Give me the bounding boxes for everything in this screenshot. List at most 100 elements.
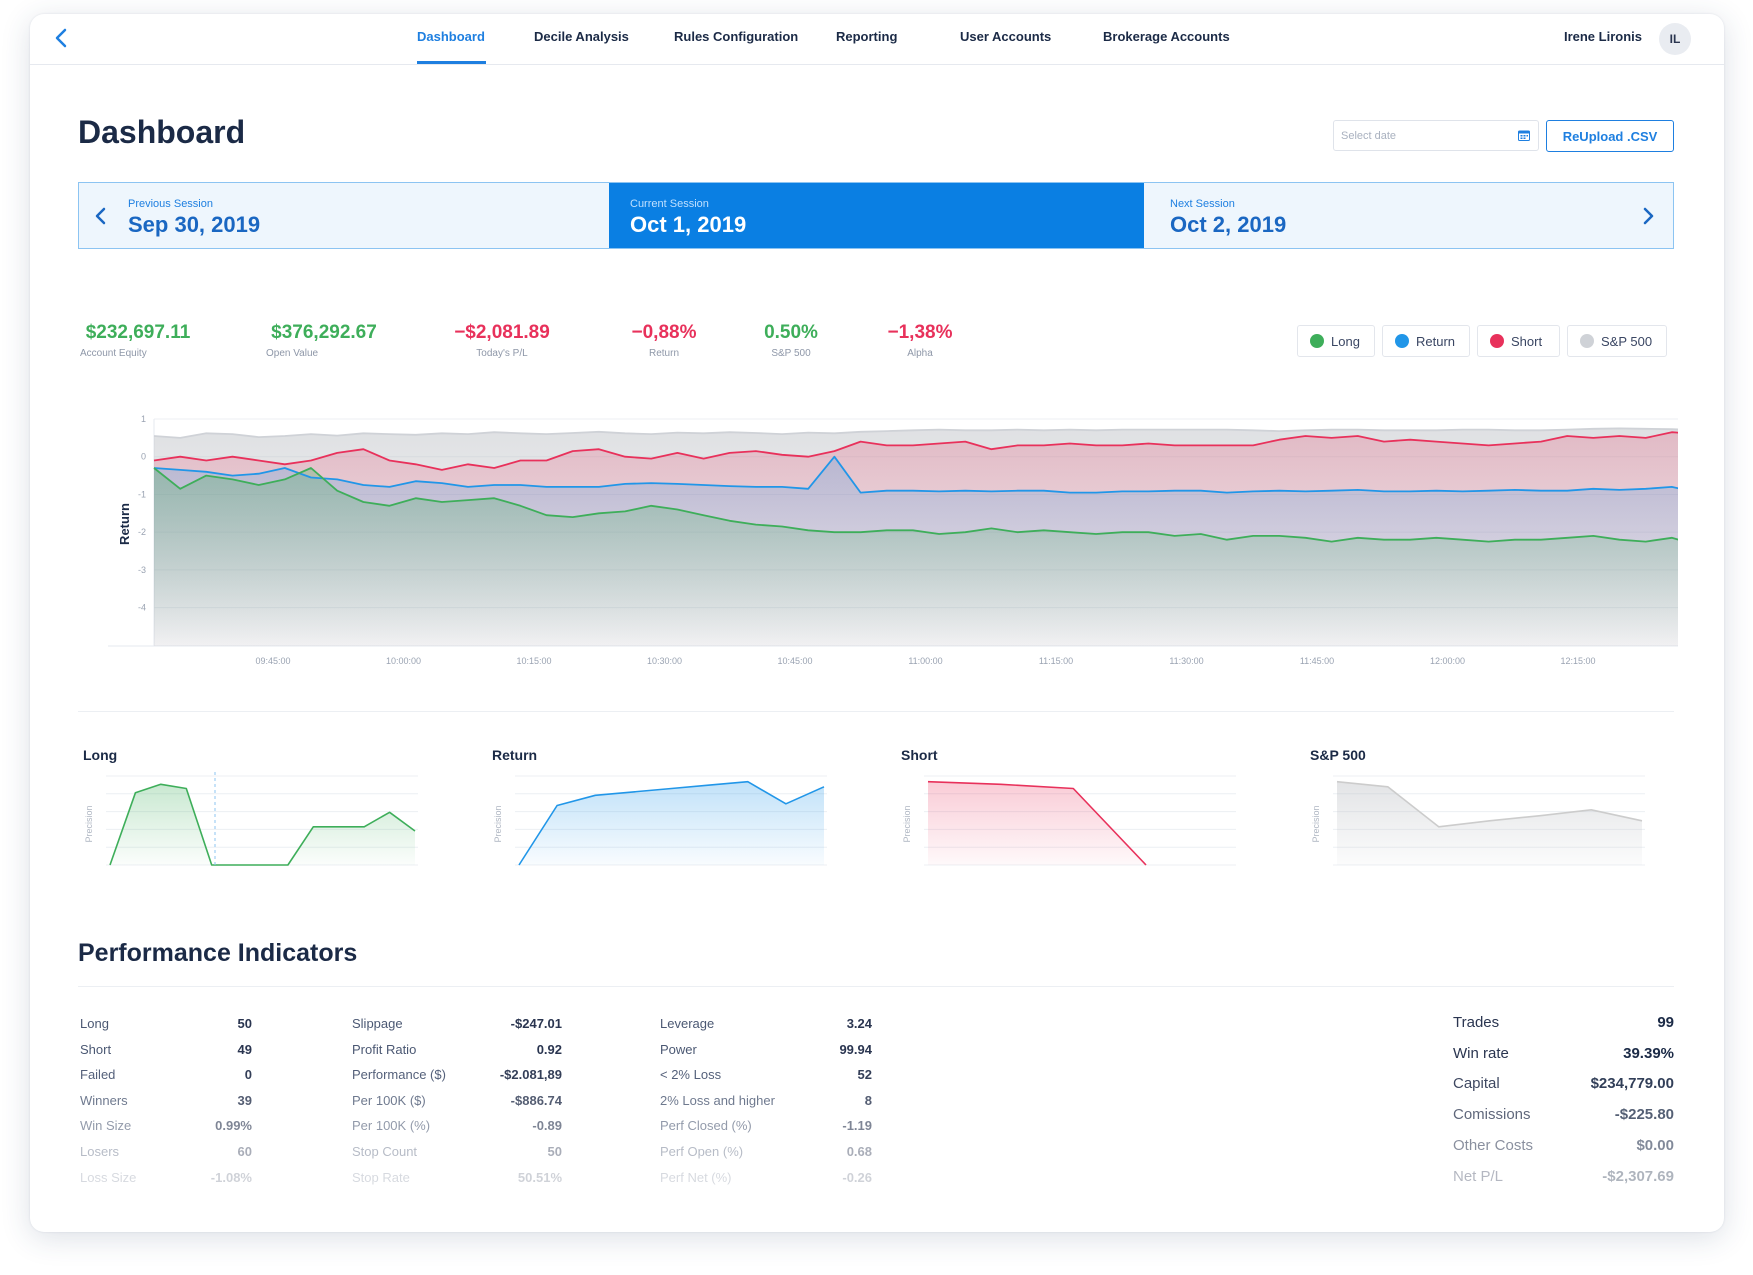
- stat-value: $376,292.67: [271, 322, 377, 343]
- stat-open-value: $376,292.67 Open Value: [264, 322, 384, 359]
- y-tick-label: -4: [138, 603, 146, 613]
- summary-row-capital: Capital $234,779.00: [1453, 1075, 1674, 1099]
- indicator-row-per-100k: Per 100K (%) -0.89: [352, 1118, 562, 1138]
- indicator-label: < 2% Loss: [660, 1067, 722, 1083]
- indicator-value: 0.99%: [215, 1118, 252, 1134]
- summary-value: 39.39%: [1623, 1044, 1674, 1062]
- stat-value: −1,38%: [887, 322, 953, 343]
- indicator-value: 50: [237, 1016, 252, 1031]
- indicator-value: 60: [237, 1144, 252, 1159]
- long-area: [110, 784, 415, 865]
- nav-tab-reporting[interactable]: Reporting: [836, 29, 898, 44]
- indicator-value: 50.51%: [517, 1169, 562, 1185]
- indicator-label: Short: [80, 1041, 112, 1057]
- summary-label: Trades: [1453, 1014, 1500, 1031]
- active-tab-indicator: [417, 61, 486, 64]
- short-area: [928, 781, 1146, 865]
- x-tick-label: 11:30:00: [1169, 656, 1203, 666]
- indicator-label: Win Size: [80, 1118, 132, 1134]
- indicator-label: Per 100K (%): [352, 1118, 431, 1134]
- chevron-right-icon[interactable]: [1638, 205, 1658, 227]
- indicator-label: Performance ($): [352, 1067, 446, 1083]
- previous-session-label: Previous Session: [128, 198, 213, 210]
- indicator-row-perf-closed: Perf Closed (%) -1.19: [660, 1118, 872, 1138]
- date-placeholder: Select date: [1341, 130, 1397, 142]
- nav-tab-rules-configuration[interactable]: Rules Configuration: [674, 29, 799, 44]
- indicator-value: -$886.74: [510, 1092, 562, 1108]
- indicator-row-losers: Losers 60: [80, 1144, 252, 1164]
- legend-label: Return: [1416, 333, 1456, 349]
- summary-value: -$2,307.69: [1602, 1167, 1674, 1185]
- return-series-line: [518, 780, 825, 866]
- long-series-line: [109, 783, 416, 866]
- indicator-value: 0.92: [536, 1041, 562, 1057]
- stat-label: Open Value: [266, 348, 319, 359]
- indicator-label: Slippage: [352, 1016, 403, 1031]
- legend-toggle-short[interactable]: Short: [1477, 325, 1560, 357]
- x-tick-label: 10:00:00: [386, 656, 421, 666]
- indicator-label: Per 100K ($): [352, 1092, 426, 1108]
- y-tick-label: -3: [138, 565, 146, 575]
- indicator-value: 8: [864, 1092, 872, 1108]
- indicator-label: Perf Closed (%): [660, 1118, 752, 1134]
- previous-session[interactable]: Previous Session Sep 30, 2019: [79, 183, 609, 248]
- stat-label: S&P 500: [771, 348, 811, 359]
- y-axis-label: Return: [117, 503, 132, 545]
- sp500-precision-chart: Precision: [1311, 775, 1645, 866]
- user-name[interactable]: Irene Lironis: [1563, 29, 1642, 44]
- summary-row-other-costs: Other Costs $0.00: [1453, 1137, 1674, 1161]
- short-dot-icon: [1490, 334, 1504, 348]
- sp-500-series-line: [153, 427, 1678, 439]
- indicator-row-perf-open: Perf Open (%) 0.68: [660, 1144, 872, 1164]
- summary-row-win-rate: Win rate 39.39%: [1453, 1045, 1674, 1069]
- indicator-label: Profit Ratio: [352, 1041, 417, 1057]
- indicator-value: 0: [244, 1067, 252, 1083]
- avatar[interactable]: IL: [1659, 23, 1691, 55]
- indicator-row-perf-net: Perf Net (%) -0.26: [660, 1170, 872, 1190]
- indicator-row-winners: Winners 39: [80, 1093, 252, 1113]
- x-tick-label: 10:45:00: [777, 656, 812, 666]
- nav-tab-brokerage-accounts[interactable]: Brokerage Accounts: [1103, 29, 1230, 44]
- y-tick-label: -1: [138, 489, 146, 499]
- y-axis-label: Precision: [84, 805, 94, 842]
- indicator-label: Losers: [80, 1144, 120, 1159]
- section-divider: [78, 711, 1674, 712]
- nav-tab-user-accounts[interactable]: User Accounts: [960, 29, 1052, 44]
- current-session[interactable]: Current Session Oct 1, 2019: [609, 183, 1144, 248]
- date-picker-input[interactable]: Select date: [1333, 120, 1539, 151]
- sp-500-series-line: [1336, 780, 1643, 828]
- stat-value: −$2,081.89: [454, 322, 550, 343]
- legend-toggle-long[interactable]: Long: [1297, 325, 1375, 357]
- stat-label: Alpha: [907, 348, 933, 359]
- summary-row-trades: Trades 99: [1453, 1014, 1674, 1038]
- nav-tab-dashboard[interactable]: Dashboard: [417, 29, 485, 44]
- chevron-left-icon[interactable]: [91, 205, 111, 227]
- y-axis-label: Precision: [1311, 805, 1321, 842]
- stat-return: −0,88% Return: [619, 322, 709, 359]
- stat-label: Today's P/L: [476, 348, 528, 359]
- reupload-csv-button[interactable]: ReUpload .CSV: [1546, 120, 1674, 152]
- legend-toggle-sp500[interactable]: S&P 500: [1567, 325, 1667, 357]
- long-precision-chart: Precision: [84, 772, 418, 866]
- app-window: Dashboard Decile Analysis Rules Configur…: [30, 14, 1724, 1232]
- indicator-value: -$247.01: [510, 1016, 562, 1031]
- mini-chart-title-sp500: S&P 500: [1310, 747, 1366, 763]
- legend-toggle-return[interactable]: Return: [1382, 325, 1470, 357]
- x-tick-label: 12:15:00: [1560, 656, 1595, 666]
- back-arrow-icon[interactable]: [50, 26, 74, 50]
- indicator-value: -0.26: [842, 1169, 872, 1185]
- x-tick-label: 12:00:00: [1430, 656, 1465, 666]
- long-series-line: [153, 467, 1678, 543]
- short-series-line: [927, 780, 1147, 866]
- calendar-icon[interactable]: [1518, 130, 1530, 141]
- indicator-label: 2% Loss and higher: [660, 1092, 775, 1108]
- top-nav-bar: Dashboard Decile Analysis Rules Configur…: [30, 14, 1724, 65]
- indicator-row-leverage: Leverage 3.24: [660, 1016, 872, 1036]
- next-session[interactable]: Next Session Oct 2, 2019: [1144, 183, 1673, 248]
- summary-row-comissions: Comissions -$225.80: [1453, 1106, 1674, 1130]
- nav-tab-decile-analysis[interactable]: Decile Analysis: [534, 29, 629, 44]
- next-session-date: Oct 2, 2019: [1170, 212, 1287, 237]
- summary-value: $0.00: [1636, 1136, 1674, 1154]
- indicator-value: -1.08%: [210, 1169, 252, 1185]
- x-tick-label: 11:15:00: [1039, 656, 1073, 666]
